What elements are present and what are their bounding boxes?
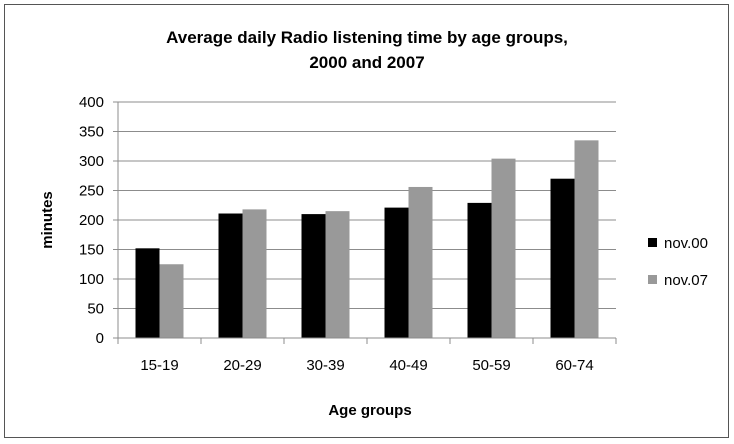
bar-nov.00-60-74 xyxy=(550,178,575,338)
bar-nov.07-15-19 xyxy=(159,264,184,338)
x-tick-label: 30-39 xyxy=(306,357,344,374)
y-tick-label: 350 xyxy=(79,124,104,141)
y-tick-label: 400 xyxy=(79,94,104,111)
bar-nov.00-20-29 xyxy=(218,213,243,338)
legend-swatch-nov.07 xyxy=(648,275,657,284)
x-tick-label: 15-19 xyxy=(140,357,178,374)
y-axis-label: minutes xyxy=(39,191,56,249)
bar-nov.00-30-39 xyxy=(301,214,326,338)
legend-label: nov.00 xyxy=(664,235,708,252)
y-tick-labels: 0 50 100 150 200 250 300 350 400 xyxy=(79,94,104,347)
x-axis-label: Age groups xyxy=(328,402,411,419)
y-tick-label: 100 xyxy=(79,271,104,288)
chart-title-line1: Average daily Radio listening time by ag… xyxy=(166,28,568,47)
chart-title-line2: 2000 and 2007 xyxy=(309,53,425,72)
y-tick-label: 150 xyxy=(79,242,104,259)
bar-nov.07-50-59 xyxy=(491,158,516,338)
bar-nov.07-40-49 xyxy=(408,186,433,338)
chart-frame xyxy=(4,4,729,438)
bar-nov.07-30-39 xyxy=(325,211,350,338)
y-tick-label: 250 xyxy=(79,183,104,200)
bar-nov.00-40-49 xyxy=(384,207,409,338)
y-tick-label: 300 xyxy=(79,153,104,170)
y-tick-label: 0 xyxy=(96,330,104,347)
legend: nov.00 nov.07 xyxy=(648,235,708,289)
bar-nov.00-50-59 xyxy=(467,202,492,338)
legend-swatch-nov.00 xyxy=(648,238,657,247)
x-tick-label: 60-74 xyxy=(555,357,593,374)
bars xyxy=(135,140,599,338)
x-tick-labels: 15-19 20-29 30-39 40-49 50-59 60-74 xyxy=(140,357,593,374)
x-tick-label: 20-29 xyxy=(223,357,261,374)
bar-nov.00-15-19 xyxy=(135,248,160,338)
y-tick-label: 200 xyxy=(79,212,104,229)
axes xyxy=(117,102,617,344)
y-tick-label: 50 xyxy=(87,301,104,318)
x-tick-label: 50-59 xyxy=(472,357,510,374)
legend-label: nov.07 xyxy=(664,272,708,289)
bar-nov.07-60-74 xyxy=(574,140,599,338)
x-tick-label: 40-49 xyxy=(389,357,427,374)
bar-nov.07-20-29 xyxy=(242,209,267,338)
gridlines xyxy=(113,101,616,339)
